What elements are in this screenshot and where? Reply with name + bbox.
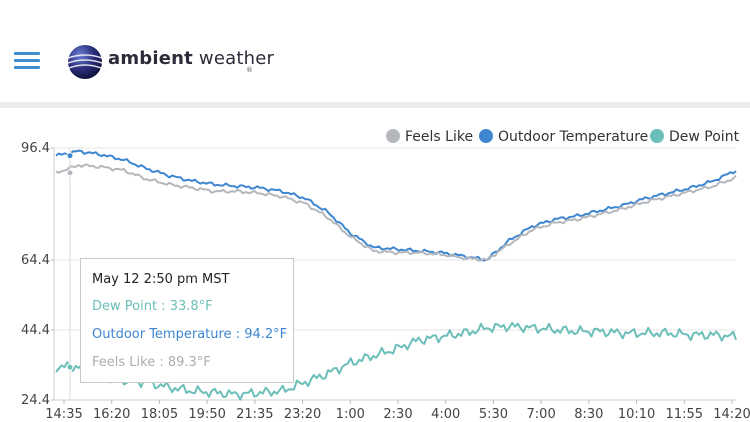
y-axis: 96.4 64.4 44.4 24.4 [21,141,54,408]
x-tick-label-0: 14:35 [45,407,82,422]
header-divider [0,102,750,108]
y-tick-label-3: 24.4 [21,393,50,408]
x-tick-label-1: 16:20 [93,407,130,422]
chart-series [55,148,737,401]
series-line-0 [55,149,737,262]
chart-tooltip: May 12 2:50 pm MST Dew Point : 33.8°F Ou… [80,258,294,383]
x-tick-label-12: 10:10 [618,407,655,422]
y-tick-label-0: 96.4 [21,141,50,156]
app-header: ambient weather ® [0,0,750,102]
legend-marker-1 [479,129,493,143]
x-tick-label-11: 8:30 [574,407,603,422]
hover-point-0 [66,152,74,160]
x-tick-label-2: 18:05 [141,407,178,422]
y-tick-label-1: 64.4 [21,253,50,268]
x-tick-label-4: 21:35 [236,407,273,422]
brand-name-light: weather [198,48,275,69]
hover-point-2 [66,363,74,371]
legend-label-0: Feels Like [405,129,473,145]
chart-legend: Feels Like Outdoor Temperature Dew Point [386,129,740,145]
legend-marker-0 [386,129,400,143]
y-tick-label-2: 44.4 [21,323,50,338]
x-tick-label-9: 5:30 [479,407,508,422]
ambient-weather-logo-icon [67,45,103,79]
legend-label-1: Outdoor Temperature [498,129,648,145]
registered-mark: ® [246,66,253,74]
x-tick-label-3: 19:50 [188,407,225,422]
x-axis: 14:35 16:20 18:05 19:50 21:35 23:20 1:00 2:30 4:… [45,400,750,422]
x-tick-label-8: 4:00 [431,407,460,422]
x-tick-label-10: 7:00 [527,407,556,422]
x-tick-label-7: 2:30 [383,407,412,422]
series-line-2 [55,321,737,401]
x-tick-label-14: 14:20 [713,407,750,422]
x-tick-label-13: 11:55 [666,407,703,422]
series-line-1 [55,163,737,262]
tooltip-dew-point: Dew Point : 33.8°F [92,299,213,314]
tooltip-feels-like: Feels Like : 89.3°F [92,355,211,370]
x-tick-label-6: 1:00 [336,407,365,422]
brand-name: ambient weather [108,48,274,69]
x-tick-label-5: 23:20 [284,407,321,422]
tooltip-outdoor-temperature: Outdoor Temperature : 94.2°F [92,327,288,342]
hamburger-menu-icon[interactable] [14,52,40,70]
legend-label-2: Dew Point [669,129,740,145]
hover-point-1 [66,169,74,177]
brand-name-bold: ambient [108,48,193,69]
legend-marker-2 [650,129,664,143]
tooltip-date: May 12 2:50 pm MST [92,272,230,287]
